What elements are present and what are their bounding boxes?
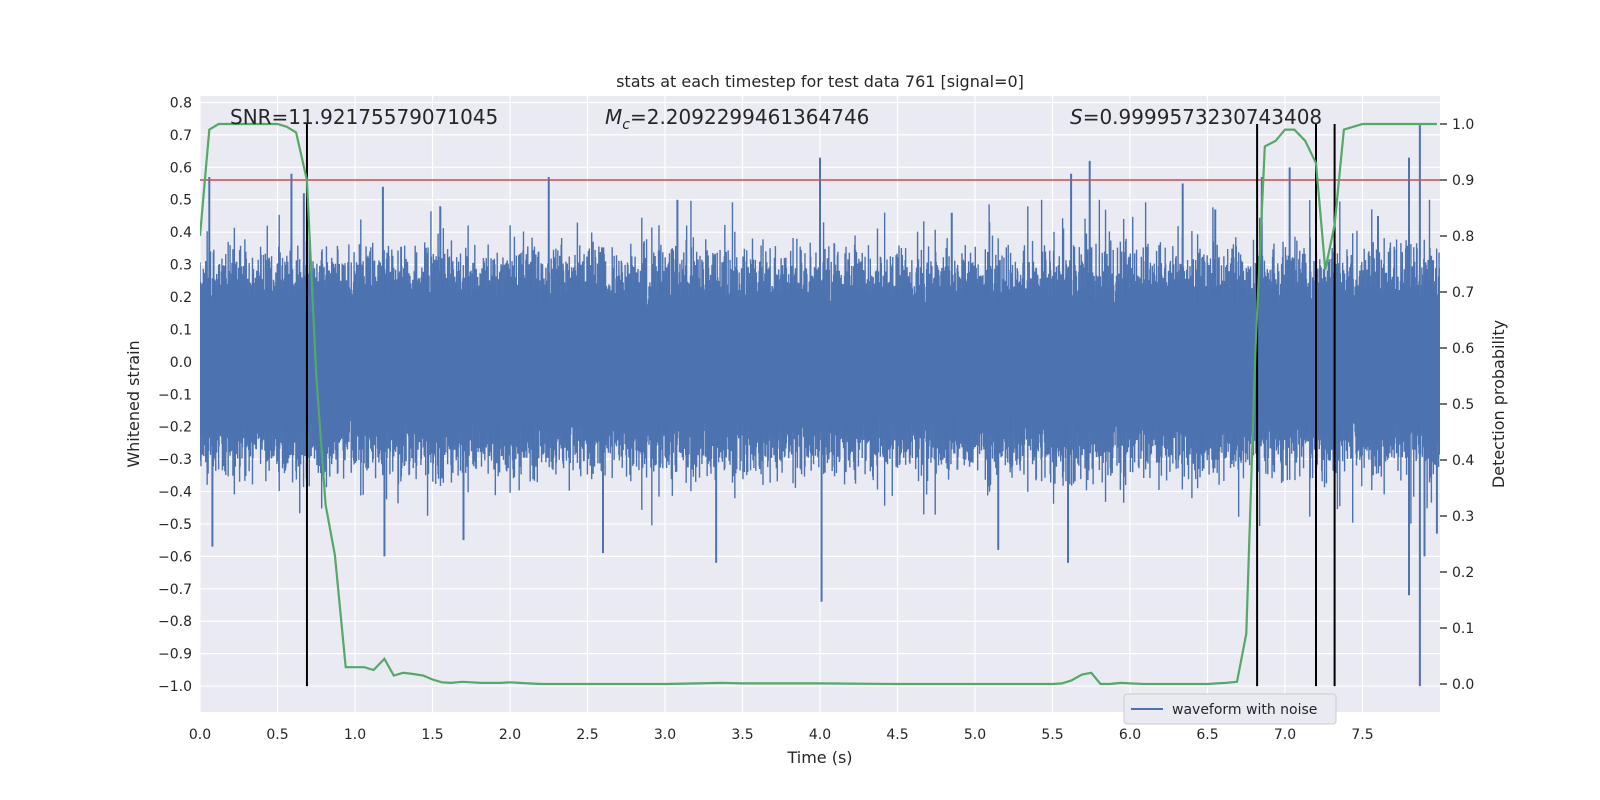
y-right-tick-label: 0.5: [1452, 397, 1474, 413]
y-left-tick-label: −1.0: [158, 679, 192, 695]
y-left-tick-label: 0.4: [170, 225, 192, 241]
y-left-tick-label: 0.1: [170, 322, 192, 338]
x-tick-label: 5.0: [964, 727, 986, 743]
right-y-axis-title: Detection probability: [1489, 320, 1508, 488]
x-tick-label: 4.5: [886, 727, 908, 743]
x-tick-label: 0.0: [189, 727, 211, 743]
x-tick-label: 7.5: [1351, 727, 1373, 743]
x-tick-label: 2.5: [576, 727, 598, 743]
left-y-axis-title: Whitened strain: [124, 340, 143, 467]
y-right-tick-label: 0.4: [1452, 453, 1474, 469]
detection-probability-line: [200, 122, 1437, 686]
y-left-tick-label: 0.8: [170, 95, 192, 111]
y-left-tick-label: 0.2: [170, 290, 192, 306]
right-y-axis-ticks: 1.0 0.9 0.8 0.7 0.6 0.5 0.4 0.3 0.2 0.1 0.0: [1440, 117, 1474, 693]
y-left-tick-label: −0.1: [158, 387, 192, 403]
chart-title: stats at each timestep for test data 761…: [616, 72, 1024, 91]
y-left-tick-label: 0.6: [170, 160, 192, 176]
y-right-tick-label: 0.6: [1452, 341, 1474, 357]
y-left-tick-label: −0.6: [158, 549, 192, 565]
y-right-tick-label: 0.1: [1452, 621, 1474, 637]
y-left-tick-label: 0.7: [170, 128, 192, 144]
waveform-series: [200, 125, 1440, 687]
x-tick-label: 3.5: [731, 727, 753, 743]
s-annotation: S=0.9999573230743408: [1070, 105, 1322, 129]
y-left-tick-label: −0.9: [158, 647, 192, 663]
legend-box: [1123, 693, 1337, 725]
x-tick-label: 7.0: [1274, 727, 1296, 743]
x-tick-label: 5.5: [1041, 727, 1063, 743]
x-axis-title: Time (s): [786, 748, 852, 767]
x-tick-label: 6.0: [1119, 727, 1141, 743]
left-y-axis-ticks: 0.8 0.7 0.6 0.5 0.4 0.3 0.2 0.1 0.0 −0.1 −0.2 −0.3 −…: [158, 95, 192, 695]
y-right-tick-label: 0.8: [1452, 229, 1474, 245]
y-left-tick-label: 0.5: [170, 193, 192, 209]
y-left-tick-label: 0.3: [170, 258, 192, 274]
y-right-tick-label: 0.7: [1452, 285, 1474, 301]
y-left-tick-label: −0.5: [158, 517, 192, 533]
x-tick-label: 1.0: [344, 727, 366, 743]
y-right-tick-label: 0.9: [1452, 173, 1474, 189]
waveform-body: [200, 199, 1440, 526]
y-right-tick-label: 0.2: [1452, 565, 1474, 581]
detection-probability-series: [200, 122, 1437, 686]
y-left-tick-label: −0.7: [158, 582, 192, 598]
y-right-tick-label: 1.0: [1452, 117, 1474, 133]
y-right-tick-label: 0.3: [1452, 509, 1474, 525]
x-tick-label: 2.0: [499, 727, 521, 743]
y-left-tick-label: 0.0: [170, 355, 192, 371]
y-left-tick-label: −0.8: [158, 614, 192, 630]
x-tick-label: 4.0: [809, 727, 831, 743]
x-tick-label: 1.5: [421, 727, 443, 743]
x-axis-ticks: 0.0 0.5 1.0 1.5 2.0 2.5 3.0 3.5 4.0 4.5 5.0 5.5 6.0 6…: [189, 727, 1374, 743]
y-left-tick-label: −0.3: [158, 452, 192, 468]
x-tick-label: 6.5: [1196, 727, 1218, 743]
chirp-mass-annotation: Mc=2.2092299461364746: [605, 105, 869, 133]
x-tick-label: 3.0: [654, 727, 676, 743]
legend-label: waveform with noise: [1172, 702, 1317, 718]
legend: waveform with noise: [1123, 693, 1337, 725]
x-tick-label: 0.5: [266, 727, 288, 743]
snr-annotation: SNR=11.92175579071045: [230, 105, 498, 129]
y-right-tick-label: 0.0: [1452, 677, 1474, 693]
y-left-tick-label: −0.4: [158, 485, 192, 501]
y-left-tick-label: −0.2: [158, 420, 192, 436]
chirp-mass-value: =2.2092299461364746: [630, 105, 869, 129]
s-value: =0.9999573230743408: [1083, 105, 1322, 129]
